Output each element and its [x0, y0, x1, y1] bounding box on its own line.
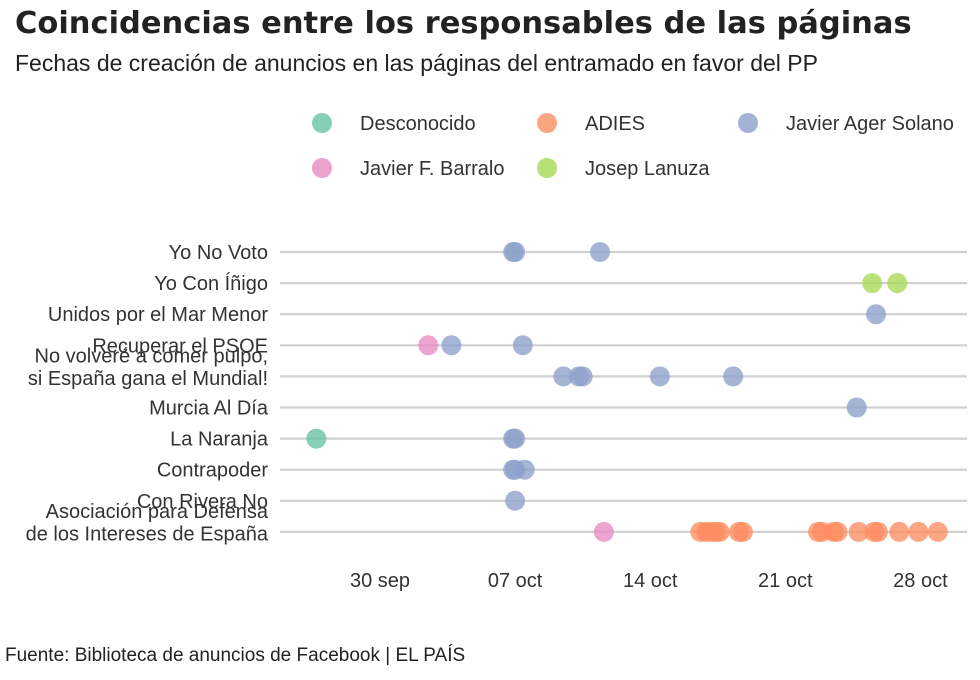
y-axis-label: Contrapoder	[157, 460, 269, 482]
x-axis-ticks: 30 sep 07 oct 14 oct 21 oct 28 oct	[350, 570, 948, 592]
y-axis-label: Asociación para Defensa	[46, 501, 269, 523]
point-javier-f-barralo	[593, 521, 614, 542]
legend-label-javier-f-barralo: Javier F. Barralo	[360, 158, 505, 180]
chart-title: Coincidencias entre los responsables de …	[15, 6, 912, 41]
chart-subtitle: Fechas de creación de anuncios en las pá…	[15, 50, 818, 76]
legend-marker-javier-f-barralo	[312, 158, 332, 178]
x-tick-label: 14 oct	[623, 570, 678, 592]
legend-label-adies: ADIES	[585, 113, 645, 135]
point-josep-lanuza	[862, 273, 883, 294]
y-axis-label: La Naranja	[170, 429, 269, 451]
point-javier-ager-solano	[590, 242, 611, 262]
legend-label-josep-lanuza: Josep Lanuza	[585, 158, 710, 180]
point-javier-ager-solano	[572, 366, 593, 387]
x-tick-label: 28 oct	[893, 570, 948, 592]
point-adies	[927, 521, 948, 542]
y-axis-label: Yo No Voto	[169, 242, 268, 264]
gridlines	[280, 250, 967, 534]
point-adies	[827, 521, 848, 542]
point-josep-lanuza	[887, 273, 908, 294]
x-tick-label: 30 sep	[350, 570, 410, 592]
legend-marker-desconocido	[312, 113, 332, 133]
y-axis-label: si España gana el Mundial!	[28, 368, 268, 390]
point-desconocido	[306, 428, 327, 449]
point-javier-ager-solano	[723, 366, 744, 387]
point-adies	[889, 521, 910, 542]
y-axis-label: Recuperar el PSOE	[92, 335, 268, 357]
y-axis-label: No volveré a comer pulpo,	[35, 345, 268, 367]
point-javier-ager-solano	[505, 428, 526, 449]
point-adies	[867, 521, 888, 542]
x-tick-label: 21 oct	[758, 570, 813, 592]
point-javier-ager-solano	[505, 242, 526, 262]
y-axis-label: Con Rivera No	[137, 491, 268, 513]
point-javier-ager-solano	[649, 366, 670, 387]
point-javier-ager-solano	[505, 490, 526, 511]
y-axis-label: Murcia Al Día	[149, 398, 269, 420]
legend-marker-adies	[537, 113, 557, 133]
point-adies	[709, 521, 730, 542]
point-javier-ager-solano	[514, 459, 535, 480]
y-axis-label: de los Intereses de España	[26, 523, 269, 545]
point-adies	[908, 521, 929, 542]
data-points	[306, 242, 948, 542]
source-note: Fuente: Biblioteca de anuncios de Facebo…	[5, 645, 466, 666]
y-axis-label: Yo Con Íñigo	[154, 272, 268, 295]
y-axis-labels: Yo No Voto Yo Con Íñigo Unidos por el Mar …	[26, 242, 269, 545]
point-javier-ager-solano	[512, 335, 533, 356]
point-javier-ager-solano	[866, 304, 887, 325]
legend-marker-josep-lanuza	[537, 158, 557, 178]
point-javier-ager-solano	[441, 335, 462, 356]
y-axis-label: Unidos por el Mar Menor	[48, 304, 268, 326]
x-tick-label: 07 oct	[488, 570, 543, 592]
legend-label-desconocido: Desconocido	[360, 113, 476, 135]
point-javier-ager-solano	[846, 397, 867, 418]
legend-marker-javier-ager-solano	[738, 113, 758, 133]
point-adies	[848, 521, 869, 542]
point-javier-ager-solano	[553, 366, 574, 387]
point-javier-f-barralo	[418, 335, 439, 356]
legend: Desconocido ADIES Javier Ager Solano Javier…	[312, 113, 954, 180]
point-adies	[732, 521, 753, 542]
legend-label-javier-ager-solano: Javier Ager Solano	[786, 113, 954, 135]
